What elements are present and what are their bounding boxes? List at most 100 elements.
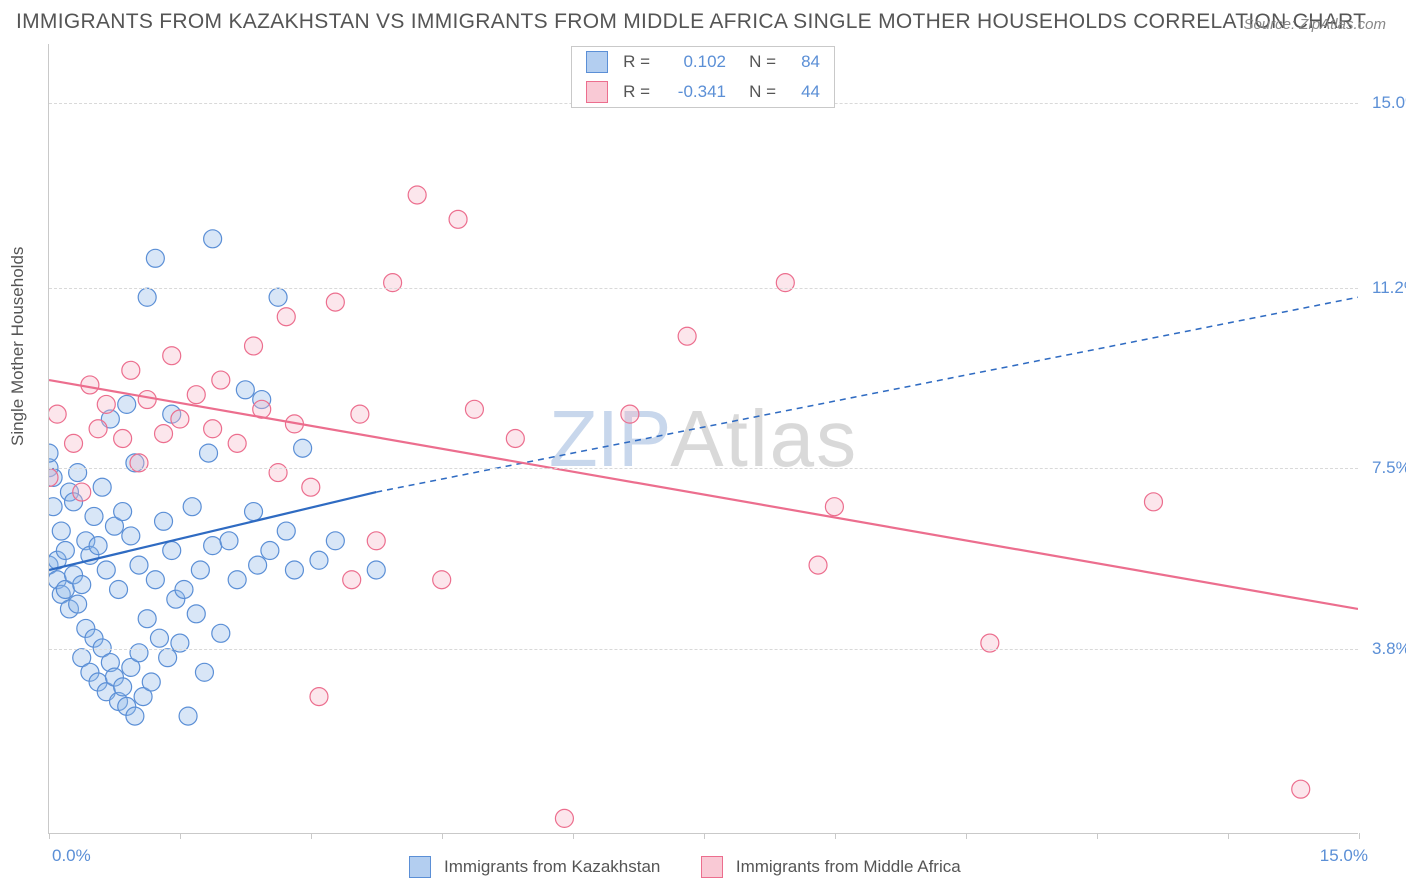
- scatter-point-kazakhstan: [277, 522, 295, 540]
- scatter-point-middle_africa: [114, 430, 132, 448]
- trend-line-middle_africa: [49, 380, 1358, 609]
- scatter-point-middle_africa: [809, 556, 827, 574]
- scatter-point-kazakhstan: [310, 551, 328, 569]
- scatter-point-kazakhstan: [326, 532, 344, 550]
- scatter-point-middle_africa: [81, 376, 99, 394]
- scatter-point-middle_africa: [825, 498, 843, 516]
- x-tick: [1359, 833, 1360, 839]
- x-min-label: 0.0%: [52, 846, 91, 866]
- scatter-point-kazakhstan: [195, 663, 213, 681]
- scatter-point-middle_africa: [621, 405, 639, 423]
- scatter-point-kazakhstan: [236, 381, 254, 399]
- scatter-point-kazakhstan: [93, 478, 111, 496]
- scatter-point-kazakhstan: [114, 503, 132, 521]
- n-label: N =: [740, 52, 776, 72]
- scatter-point-kazakhstan: [146, 571, 164, 589]
- scatter-point-middle_africa: [310, 688, 328, 706]
- n-value-blue: 84: [784, 52, 820, 72]
- legend-label-blue: Immigrants from Kazakhstan: [444, 857, 660, 876]
- scatter-point-kazakhstan: [126, 707, 144, 725]
- x-tick: [1228, 833, 1229, 839]
- scatter-point-kazakhstan: [56, 542, 74, 560]
- r-value-blue: 0.102: [658, 52, 726, 72]
- scatter-point-middle_africa: [776, 274, 794, 292]
- scatter-point-kazakhstan: [183, 498, 201, 516]
- scatter-point-middle_africa: [269, 464, 287, 482]
- chart-container: IMMIGRANTS FROM KAZAKHSTAN VS IMMIGRANTS…: [0, 0, 1406, 892]
- scatter-point-kazakhstan: [294, 439, 312, 457]
- legend-label-pink: Immigrants from Middle Africa: [736, 857, 961, 876]
- scatter-point-kazakhstan: [204, 230, 222, 248]
- scatter-point-middle_africa: [1292, 780, 1310, 798]
- scatter-point-kazakhstan: [204, 537, 222, 555]
- scatter-point-middle_africa: [449, 210, 467, 228]
- swatch-pink-icon: [586, 81, 608, 103]
- scatter-point-middle_africa: [433, 571, 451, 589]
- y-tick-label: 11.2%: [1372, 278, 1406, 298]
- scatter-point-kazakhstan: [150, 629, 168, 647]
- source-label: Source: ZipAtlas.com: [1243, 16, 1386, 33]
- x-max-label: 15.0%: [1320, 846, 1368, 866]
- scatter-point-middle_africa: [326, 293, 344, 311]
- scatter-point-kazakhstan: [130, 644, 148, 662]
- scatter-point-middle_africa: [302, 478, 320, 496]
- scatter-point-middle_africa: [408, 186, 426, 204]
- scatter-point-middle_africa: [228, 434, 246, 452]
- r-label: R =: [616, 82, 650, 102]
- scatter-point-middle_africa: [163, 347, 181, 365]
- scatter-point-middle_africa: [73, 483, 91, 501]
- correlation-legend-row: R = -0.341 N = 44: [572, 77, 834, 107]
- scatter-point-middle_africa: [465, 400, 483, 418]
- scatter-point-kazakhstan: [175, 580, 193, 598]
- gridline: [49, 649, 1358, 650]
- y-tick-label: 15.0%: [1372, 93, 1406, 113]
- scatter-point-middle_africa: [506, 430, 524, 448]
- scatter-point-middle_africa: [97, 395, 115, 413]
- scatter-point-kazakhstan: [69, 595, 87, 613]
- scatter-point-kazakhstan: [159, 649, 177, 667]
- scatter-point-kazakhstan: [138, 610, 156, 628]
- scatter-point-kazakhstan: [269, 288, 287, 306]
- scatter-point-middle_africa: [49, 405, 66, 423]
- gridline: [49, 468, 1358, 469]
- scatter-point-kazakhstan: [85, 507, 103, 525]
- scatter-point-kazakhstan: [89, 537, 107, 555]
- scatter-point-middle_africa: [277, 308, 295, 326]
- swatch-pink-icon: [701, 856, 723, 878]
- scatter-point-middle_africa: [89, 420, 107, 438]
- scatter-point-middle_africa: [171, 410, 189, 428]
- scatter-point-kazakhstan: [179, 707, 197, 725]
- correlation-legend-row: R = 0.102 N = 84: [572, 47, 834, 77]
- scatter-point-middle_africa: [187, 386, 205, 404]
- scatter-point-kazakhstan: [155, 512, 173, 530]
- x-tick: [1097, 833, 1098, 839]
- x-tick: [573, 833, 574, 839]
- scatter-point-middle_africa: [212, 371, 230, 389]
- scatter-point-kazakhstan: [97, 561, 115, 579]
- scatter-point-kazakhstan: [52, 522, 70, 540]
- scatter-point-middle_africa: [351, 405, 369, 423]
- scatter-point-middle_africa: [555, 809, 573, 827]
- n-value-pink: 44: [784, 82, 820, 102]
- scatter-point-kazakhstan: [49, 444, 58, 462]
- n-label: N =: [740, 82, 776, 102]
- scatter-point-kazakhstan: [187, 605, 205, 623]
- scatter-point-kazakhstan: [130, 556, 148, 574]
- y-axis-label: Single Mother Households: [8, 247, 28, 446]
- gridline: [49, 288, 1358, 289]
- scatter-point-middle_africa: [1144, 493, 1162, 511]
- plot-svg: [49, 44, 1358, 833]
- scatter-point-kazakhstan: [228, 571, 246, 589]
- x-tick: [180, 833, 181, 839]
- r-label: R =: [616, 52, 650, 72]
- x-tick: [966, 833, 967, 839]
- scatter-point-middle_africa: [343, 571, 361, 589]
- scatter-point-kazakhstan: [163, 542, 181, 560]
- scatter-point-middle_africa: [122, 361, 140, 379]
- x-tick: [442, 833, 443, 839]
- scatter-point-kazakhstan: [200, 444, 218, 462]
- chart-title: IMMIGRANTS FROM KAZAKHSTAN VS IMMIGRANTS…: [16, 10, 1366, 34]
- scatter-point-kazakhstan: [118, 395, 136, 413]
- scatter-point-middle_africa: [138, 391, 156, 409]
- r-value-pink: -0.341: [658, 82, 726, 102]
